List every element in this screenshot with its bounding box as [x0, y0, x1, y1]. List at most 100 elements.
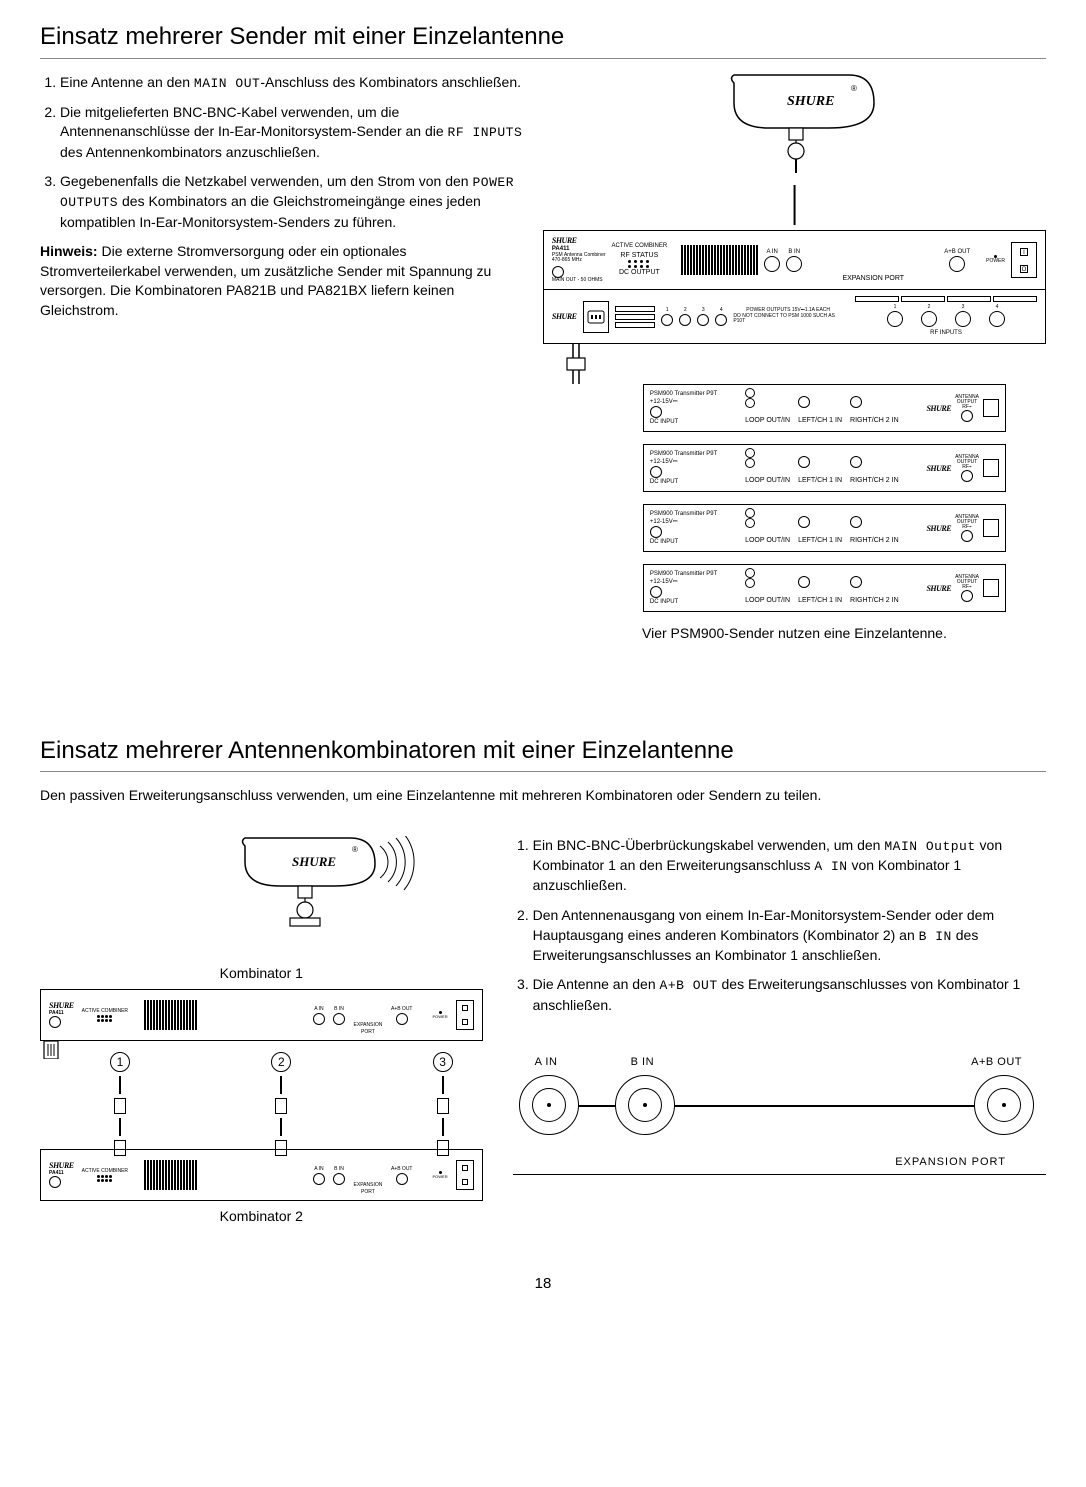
- s2s1-code: MAIN Output: [884, 839, 975, 854]
- tx1-left: LEFT/CH 1 IN: [798, 417, 842, 424]
- vent-grille: [681, 242, 758, 278]
- k1-vents: [144, 1001, 197, 1029]
- tx2-left: LEFT/CH 1 IN: [798, 477, 842, 484]
- k2-switch-icon: [456, 1160, 474, 1190]
- tx3-left: LEFT/CH 1 IN: [798, 537, 842, 544]
- transmitter-1: PSM900 Transmitter P9T +12-15V⎓ DC INPUT…: [643, 384, 1006, 432]
- tx4-left: LEFT/CH 1 IN: [798, 597, 842, 604]
- exp-a-in-label: A IN: [535, 1055, 558, 1070]
- tx2-model: PSM900 Transmitter P9T: [650, 450, 717, 458]
- tx4-loop: LOOP OUT/IN: [745, 597, 790, 604]
- bnc-b-in: [615, 1075, 675, 1135]
- k2-ain: A IN: [314, 1166, 323, 1173]
- section1-text-column: Eine Antenne an den MAIN OUT-Anschluss d…: [40, 73, 523, 321]
- power-warn-label: DO NOT CONNECT TO PSM 1000 SUCH AS P10T: [733, 314, 843, 325]
- exp-b-in-label: B IN: [631, 1055, 654, 1070]
- brand-logo-small: SHURE: [552, 237, 606, 246]
- k2-bin: B IN: [334, 1166, 344, 1173]
- antenna-icon: SHURE ®: [543, 73, 1046, 173]
- tx3-dc: DC INPUT: [650, 538, 717, 546]
- exp-ab-out-label: A+B OUT: [971, 1055, 1022, 1070]
- s2-step-3: Die Antenne an den A+B OUT des Erweiteru…: [533, 975, 1046, 1015]
- combiner-wiring-diagram: SHURE ® SHURE PA411 PSM Antenna Combiner…: [543, 73, 1046, 613]
- tx3-loop: LOOP OUT/IN: [745, 537, 790, 544]
- s1-step1-pre: Eine Antenne an den: [60, 74, 194, 90]
- tx4-dc: DC INPUT: [650, 598, 717, 606]
- a-in-label: A IN: [767, 248, 778, 256]
- callout-2: 2: [271, 1052, 291, 1072]
- numbered-cable-row: 1 2 3: [40, 1059, 483, 1149]
- tx1-rfout: ANTENNA OUTPUT RF⌁: [955, 394, 979, 410]
- tx4-model: PSM900 Transmitter P9T: [650, 570, 717, 578]
- section1-title: Einsatz mehrerer Sender mit einer Einzel…: [40, 20, 1046, 59]
- tx2-rfout: ANTENNA OUTPUT RF⌁: [955, 454, 979, 470]
- tx2-brand: SHURE: [926, 463, 951, 474]
- k1-bin: B IN: [334, 1006, 344, 1013]
- tx3-right: RIGHT/CH 2 IN: [850, 537, 899, 544]
- exp-port-label: EXPANSION PORT: [842, 275, 904, 282]
- s1-step3-post: des Kombinators an die Gleichstromeingän…: [60, 193, 481, 229]
- k1-ac: ACTIVE COMBINER: [82, 1008, 128, 1015]
- tx2-dc: DC INPUT: [650, 478, 717, 486]
- page-number: 18: [40, 1273, 1046, 1294]
- k1-abo: A+B OUT: [391, 1006, 413, 1013]
- s2-step-2: Den Antennenausgang von einem In-Ear-Mon…: [533, 906, 1046, 965]
- transmitter-4: PSM900 Transmitter P9T +12-15V⎓ DC INPUT…: [643, 564, 1006, 612]
- s2s2-code: B IN: [919, 929, 952, 944]
- k2-pwr: POWER: [433, 1174, 448, 1180]
- brand-rear: SHURE: [552, 311, 577, 322]
- bnc-a-in: [519, 1075, 579, 1135]
- antenna-cable: [543, 185, 1046, 225]
- kombinator2-panel: SHURE PA411 ACTIVE COMBINER A IN B IN EX…: [40, 1149, 483, 1201]
- tx2-loop: LOOP OUT/IN: [745, 477, 790, 484]
- s1-note-text: Die externe Stromversorgung oder ein opt…: [40, 243, 491, 318]
- komb2-label: Kombinator 2: [40, 1207, 483, 1227]
- transmitter-2: PSM900 Transmitter P9T +12-15V⎓ DC INPUT…: [643, 444, 1006, 492]
- main-out-label: MAIN OUT - 50 OHMS: [552, 278, 606, 284]
- tx2-right: RIGHT/CH 2 IN: [850, 477, 899, 484]
- tx1-right: RIGHT/CH 2 IN: [850, 417, 899, 424]
- section2-steps: Ein BNC-BNC-Überbrückungskabel verwenden…: [513, 836, 1046, 1015]
- iec-inlet-icon: [583, 301, 610, 333]
- exp-port-caption: EXPANSION PORT: [895, 1155, 1006, 1170]
- s1-step1-code: MAIN OUT: [194, 76, 260, 91]
- s2s3-pre: Die Antenne an den: [533, 976, 660, 992]
- svg-text:SHURE: SHURE: [292, 854, 336, 869]
- b-in-label: B IN: [788, 248, 800, 256]
- callout-1: 1: [110, 1052, 130, 1072]
- tx2-bnc-icon: [983, 459, 999, 477]
- s2-step-1: Ein BNC-BNC-Überbrückungskabel verwenden…: [533, 836, 1046, 896]
- tx1-dc: DC INPUT: [650, 418, 717, 426]
- s1-note: Hinweis: Die externe Stromversorgung ode…: [40, 242, 523, 320]
- expansion-port-diagram: A IN B IN A+B OUT EXPANSION PORT: [513, 1045, 1046, 1175]
- k1-exp: EXPANSION PORT: [353, 1022, 383, 1036]
- s1-note-label: Hinweis:: [40, 243, 98, 259]
- tx3-bnc-icon: [983, 519, 999, 537]
- combiner-front-panel: SHURE PA411 PSM Antenna Combiner 470-865…: [543, 230, 1046, 290]
- rf-status-label: RF STATUS: [620, 251, 658, 261]
- k2-vents: [144, 1161, 197, 1189]
- kombinator1-panel: SHURE PA411 ACTIVE COMBINER A IN B IN EX…: [40, 989, 483, 1041]
- s1-step-1: Eine Antenne an den MAIN OUT-Anschluss d…: [60, 73, 523, 93]
- tx1-loop: LOOP OUT/IN: [745, 417, 790, 424]
- transmitter-3: PSM900 Transmitter P9T +12-15V⎓ DC INPUT…: [643, 504, 1006, 552]
- section2-title: Einsatz mehrerer Antennenkombinatoren mi…: [40, 734, 1046, 773]
- k1-pwr: POWER: [433, 1014, 448, 1020]
- power-label: POWER: [986, 258, 1005, 265]
- section2-diagram-column: SHURE ® Kombinator 1 SHURE PA411: [40, 836, 483, 1233]
- svg-text:®: ®: [851, 84, 857, 93]
- komb1-label: Kombinator 1: [40, 964, 483, 984]
- k2-ac: ACTIVE COMBINER: [82, 1168, 128, 1175]
- tx3-rfout: ANTENNA OUTPUT RF⌁: [955, 514, 979, 530]
- cable-gap: [543, 344, 1046, 384]
- s2s1-pre: Ein BNC-BNC-Überbrückungskabel verwenden…: [533, 837, 885, 853]
- power-switch-icon: I O: [1011, 242, 1037, 278]
- s1-step-3: Gegebenenfalls die Netzkabel verwenden, …: [60, 172, 523, 232]
- section1-figure-column: SHURE ® SHURE PA411 PSM Antenna Combiner…: [543, 73, 1046, 644]
- active-combiner-label: ACTIVE COMBINER: [612, 242, 668, 250]
- s1-step3-pre: Gegebenenfalls die Netzkabel verwenden, …: [60, 173, 472, 189]
- combiner-rear-panel: SHURE 1 2 3 4 POWER OUTPUTS 15V⎓1.1A EAC…: [543, 290, 1046, 344]
- tx1-model: PSM900 Transmitter P9T: [650, 390, 717, 398]
- k2-abo: A+B OUT: [391, 1166, 413, 1173]
- bnc-ab-out: [974, 1075, 1034, 1135]
